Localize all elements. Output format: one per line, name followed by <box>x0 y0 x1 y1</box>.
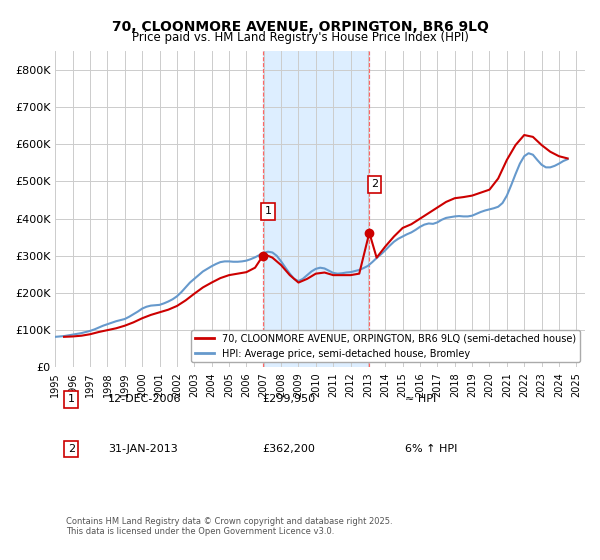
Text: Contains HM Land Registry data © Crown copyright and database right 2025.
This d: Contains HM Land Registry data © Crown c… <box>66 517 392 536</box>
Text: 31-JAN-2013: 31-JAN-2013 <box>109 444 178 454</box>
Text: 12-DEC-2006: 12-DEC-2006 <box>109 394 182 404</box>
Text: Price paid vs. HM Land Registry's House Price Index (HPI): Price paid vs. HM Land Registry's House … <box>131 31 469 44</box>
Text: 70, CLOONMORE AVENUE, ORPINGTON, BR6 9LQ: 70, CLOONMORE AVENUE, ORPINGTON, BR6 9LQ <box>112 20 488 34</box>
Bar <box>263 52 370 367</box>
Text: 2: 2 <box>68 444 75 454</box>
Text: £362,200: £362,200 <box>262 444 315 454</box>
Text: 2: 2 <box>371 179 378 189</box>
Text: ≈ HPI: ≈ HPI <box>405 394 436 404</box>
Text: £299,950: £299,950 <box>262 394 315 404</box>
Text: 1: 1 <box>68 394 75 404</box>
Text: 1: 1 <box>265 206 272 216</box>
Legend: 70, CLOONMORE AVENUE, ORPINGTON, BR6 9LQ (semi-detached house), HPI: Average pri: 70, CLOONMORE AVENUE, ORPINGTON, BR6 9LQ… <box>191 330 580 362</box>
Text: 6% ↑ HPI: 6% ↑ HPI <box>405 444 457 454</box>
